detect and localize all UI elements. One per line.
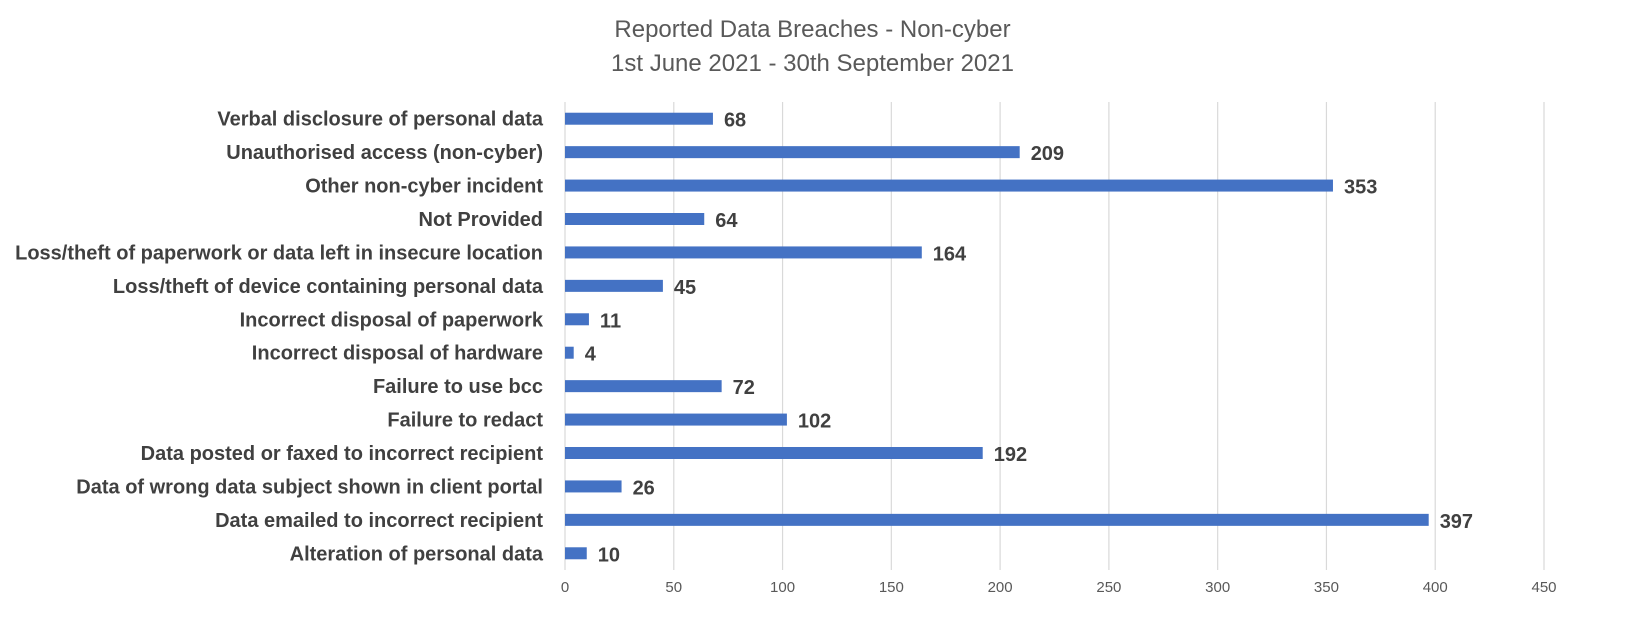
category-labels: Verbal disclosure of personal data Unauth… bbox=[15, 109, 544, 566]
x-tick-label: 0 bbox=[561, 579, 569, 596]
bar bbox=[565, 213, 705, 225]
data-label: 102 bbox=[798, 411, 831, 433]
data-label: 26 bbox=[633, 477, 655, 499]
bar bbox=[565, 279, 663, 292]
x-tick-label: 150 bbox=[879, 579, 904, 596]
bar bbox=[565, 346, 574, 359]
data-label: 164 bbox=[933, 243, 967, 265]
bar bbox=[565, 513, 1429, 526]
category-label: Data posted or faxed to incorrect recipi… bbox=[141, 443, 544, 465]
x-axis-tick-labels: 0 50 100 150 200 250 300 350 400 450 bbox=[561, 579, 1557, 596]
category-label: Unauthorised access (non-cyber) bbox=[226, 142, 543, 164]
data-label: 64 bbox=[715, 210, 738, 232]
x-tick-label: 100 bbox=[770, 579, 795, 596]
bar bbox=[565, 246, 922, 259]
category-label: Data of wrong data subject shown in clie… bbox=[76, 476, 543, 498]
gridlines bbox=[564, 102, 1545, 570]
data-label: 192 bbox=[994, 444, 1027, 466]
bar bbox=[565, 179, 1333, 192]
data-label: 10 bbox=[598, 544, 620, 566]
bar bbox=[565, 547, 587, 560]
bar bbox=[565, 480, 622, 493]
data-labels: 68 209 353 64 164 45 114 72 102 192 26 397 10 bbox=[585, 110, 1473, 567]
category-label: Incorrect disposal of hardware bbox=[252, 343, 543, 365]
bars bbox=[565, 112, 1429, 560]
data-label: 353 bbox=[1344, 177, 1377, 199]
bar bbox=[565, 313, 589, 326]
category-label: Loss/theft of device containing personal… bbox=[113, 276, 544, 298]
category-label: Failure to use bcc bbox=[373, 376, 543, 398]
data-label: 45 bbox=[674, 277, 696, 299]
x-tick-label: 400 bbox=[1423, 579, 1448, 596]
category-label: Verbal disclosure of personal data bbox=[217, 109, 544, 131]
chart-title: Reported Data Breaches - Non-cyber bbox=[614, 16, 1011, 43]
data-label: 72 bbox=[733, 377, 755, 399]
category-label: Not Provided bbox=[419, 209, 543, 231]
category-label: Loss/theft of paperwork or data left in … bbox=[15, 242, 543, 264]
x-tick-label: 300 bbox=[1205, 579, 1230, 596]
data-label: 11 bbox=[600, 310, 621, 332]
data-label: 397 bbox=[1440, 511, 1473, 533]
x-tick-label: 50 bbox=[665, 579, 682, 596]
data-label: 4 bbox=[585, 344, 597, 366]
bar bbox=[565, 112, 713, 125]
category-label: Other non-cyber incident bbox=[305, 176, 543, 198]
chart-subtitle: 1st June 2021 - 30th September 2021 bbox=[611, 50, 1014, 77]
data-label: 209 bbox=[1031, 143, 1064, 165]
data-label: 68 bbox=[724, 110, 746, 132]
bar bbox=[565, 146, 1020, 159]
x-tick-label: 200 bbox=[988, 579, 1013, 596]
bar bbox=[565, 413, 787, 426]
category-label: Incorrect disposal of paperwork bbox=[240, 309, 544, 331]
x-tick-label: 250 bbox=[1096, 579, 1121, 596]
category-label: Alteration of personal data bbox=[290, 543, 544, 565]
bar bbox=[565, 447, 983, 459]
category-label: Data emailed to incorrect recipient bbox=[215, 510, 543, 532]
x-tick-label: 450 bbox=[1531, 579, 1556, 596]
category-label: Failure to redact bbox=[387, 410, 543, 432]
bar bbox=[565, 380, 722, 393]
x-tick-label: 350 bbox=[1314, 579, 1339, 596]
